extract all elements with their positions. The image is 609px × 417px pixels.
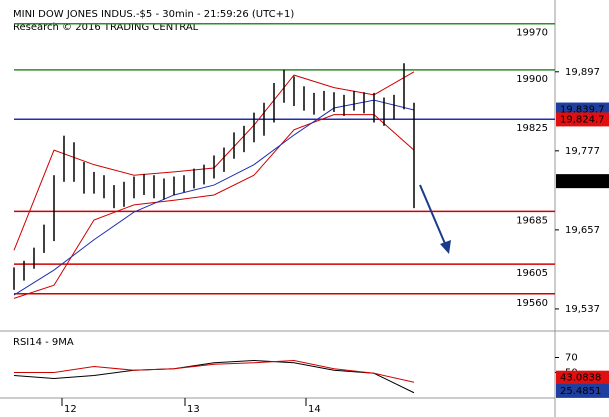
level-label: 19685 xyxy=(516,215,548,226)
x-tick-label: 13 xyxy=(187,404,200,415)
price-tag xyxy=(556,112,609,127)
value-tag-label: 43.0838 xyxy=(560,373,601,384)
value-tag xyxy=(556,370,609,385)
indicator-line xyxy=(13,99,415,296)
price-tag xyxy=(556,174,609,189)
forecast-arrow xyxy=(419,184,451,254)
y-tick-label: 70 xyxy=(565,353,578,364)
rsi-line xyxy=(14,359,415,383)
rsi-title: RSI14 - 9MA xyxy=(13,337,74,348)
chart-title: MINI DOW JONES INDUS.-$5 - 30min - 21:59… xyxy=(13,9,294,20)
level-label: 19825 xyxy=(516,123,548,134)
value-tag-label: 25.4851 xyxy=(560,386,601,397)
price-tag-label: 19,731 xyxy=(560,176,595,187)
y-tick-label: 19,777 xyxy=(565,146,600,157)
arrow-head xyxy=(440,240,451,254)
y-tick-label: 19,657 xyxy=(565,225,600,236)
x-tick-label: 14 xyxy=(308,404,321,415)
arrow-shaft xyxy=(419,184,447,247)
level-label: 19605 xyxy=(516,268,548,279)
price-tag-label: 19,824.7 xyxy=(560,114,605,125)
price-tag-label: 19,839.7 xyxy=(560,105,605,116)
y-tick-label: 19,897 xyxy=(565,67,600,78)
x-tick-label: 12 xyxy=(64,404,77,415)
y-tick-label: 19,537 xyxy=(565,304,600,315)
value-tag xyxy=(556,383,609,398)
level-label: 19970 xyxy=(516,28,548,39)
indicator-line xyxy=(13,114,415,299)
level-label: 19560 xyxy=(516,298,548,309)
level-label: 19900 xyxy=(516,74,548,85)
chart-subtitle: Research © 2016 TRADING CENTRAL xyxy=(13,22,199,33)
rsi-line xyxy=(13,359,415,394)
